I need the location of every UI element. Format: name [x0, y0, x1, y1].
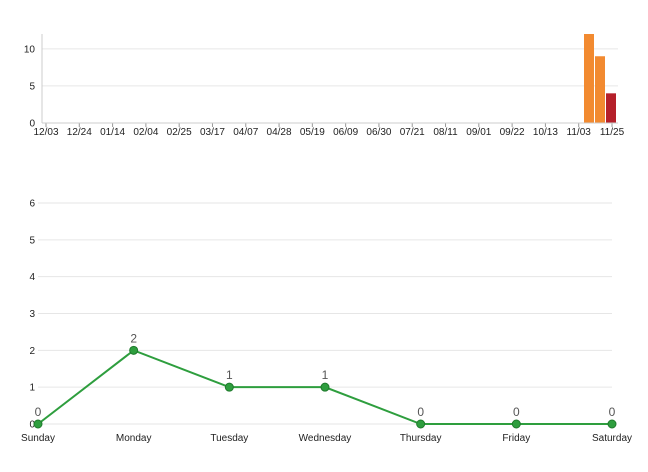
data-label: 0: [609, 405, 616, 419]
data-point: [607, 419, 617, 429]
data-point: [511, 419, 521, 429]
x-tick-label: 12/03: [33, 127, 58, 138]
x-tick-label: 10/13: [533, 127, 558, 138]
bar-chart: 0 5 10 12/03 12/24 01/14 02/04 02/25 03/17 04/07 0…: [24, 34, 625, 138]
data-label: 0: [513, 405, 520, 419]
x-tick-label: 06/09: [333, 127, 358, 138]
bar: [595, 56, 605, 123]
x-tick-label: 04/07: [233, 127, 258, 138]
y-tick-label: 1: [29, 383, 35, 394]
x-tick-label: Tuesday: [210, 433, 248, 444]
y-tick-label: 0: [29, 119, 35, 130]
data-label: 1: [226, 368, 233, 382]
x-tick-label: 03/17: [200, 127, 225, 138]
x-tick-label: 01/14: [100, 127, 125, 138]
y-tick-label: 6: [29, 199, 35, 210]
data-point: [224, 382, 234, 392]
y-tick-label: 3: [29, 309, 35, 320]
x-tick-label: 11/25: [600, 127, 625, 138]
bar: [606, 93, 616, 123]
x-tick-label: 08/11: [433, 127, 458, 138]
y-tick-label: 4: [29, 272, 35, 283]
data-label: 1: [322, 368, 329, 382]
x-tick-label: Wednesday: [299, 433, 352, 444]
x-tick-label: Thursday: [400, 433, 442, 444]
y-tick-label: 10: [24, 44, 36, 55]
x-tick-label: 02/25: [167, 127, 192, 138]
x-tick-label: 06/30: [366, 127, 391, 138]
x-tick-label: 05/19: [300, 127, 325, 138]
y-tick-label: 5: [29, 235, 35, 246]
x-tick-label: 02/04: [133, 127, 158, 138]
x-tick-label: 11/03: [567, 127, 592, 138]
x-tick-label: Sunday: [21, 433, 55, 444]
data-point: [320, 382, 330, 392]
data-label: 2: [130, 331, 137, 345]
data-point: [416, 419, 426, 429]
data-point: [129, 345, 139, 355]
x-tick-label: Friday: [502, 433, 530, 444]
x-tick-label: 07/21: [400, 127, 425, 138]
bar: [584, 34, 594, 123]
data-label: 0: [35, 405, 42, 419]
x-tick-label: 04/28: [267, 127, 292, 138]
x-tick-label: 09/01: [466, 127, 491, 138]
x-tick-label: 09/22: [500, 127, 525, 138]
y-tick-label: 5: [29, 81, 35, 92]
y-tick-label: 0: [29, 420, 35, 431]
y-tick-label: 2: [29, 346, 35, 357]
x-tick-label: Saturday: [592, 433, 632, 444]
data-label: 0: [417, 405, 424, 419]
data-point: [33, 419, 43, 429]
x-tick-label: Monday: [116, 433, 152, 444]
x-tick-label: 12/24: [67, 127, 92, 138]
